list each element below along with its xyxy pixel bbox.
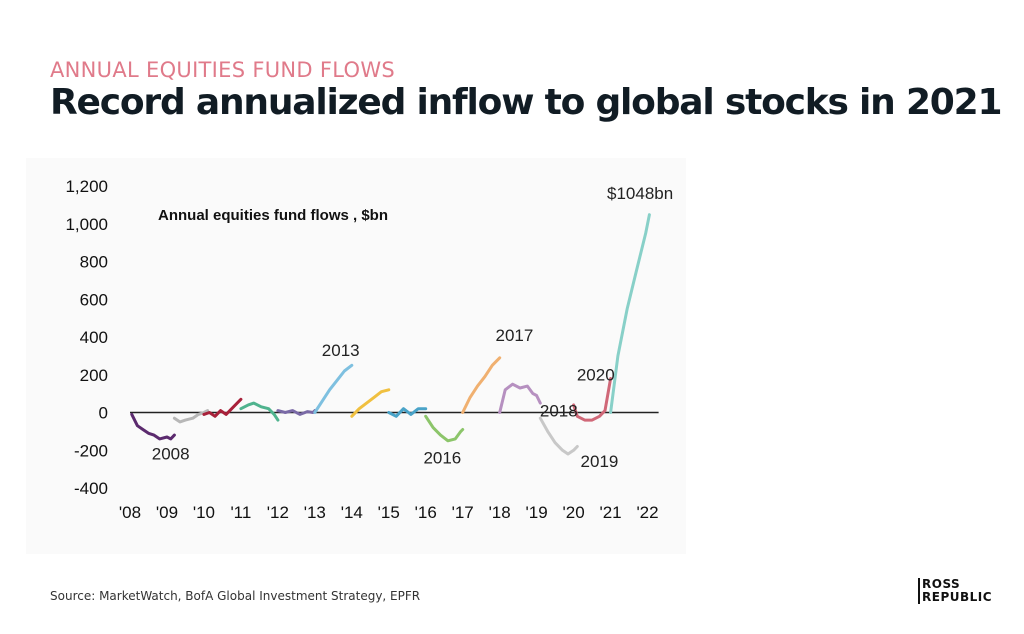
y-tick-label: -200: [74, 441, 108, 460]
series-line: [239, 401, 280, 422]
fund-flows-chart: 1,200 1,000 800 600 400 200 0 -200 -400 '08 '09 '10…: [65, 177, 673, 522]
x-tick-label: '15: [378, 503, 400, 522]
x-tick-label: '17: [452, 503, 474, 522]
annotation-label: 2013: [322, 341, 360, 360]
series-line: [424, 414, 465, 443]
x-tick-label: '12: [267, 503, 289, 522]
x-tick-label: '16: [415, 503, 437, 522]
y-tick-label: 1,200: [65, 177, 108, 196]
brand-logo: ROSS REPUBLIC: [918, 578, 992, 604]
series-line: [130, 412, 176, 441]
y-tick-label: 800: [80, 253, 108, 272]
series-line: [538, 416, 579, 456]
x-tick-label: '13: [304, 503, 326, 522]
annotation-label: 2008: [152, 445, 190, 464]
x-tick-label: '08: [119, 503, 141, 522]
y-tick-label: -400: [74, 479, 108, 498]
x-tick-label: '21: [599, 503, 621, 522]
x-tick-label: '18: [489, 503, 511, 522]
series-line: [461, 356, 502, 414]
brand-line-1: ROSS: [922, 577, 961, 591]
series-line: [276, 409, 317, 416]
annotation-label: 2018: [540, 401, 578, 420]
series-line: [350, 388, 391, 418]
y-tick-label: 0: [99, 404, 108, 423]
brand-line-2: REPUBLIC: [922, 590, 993, 604]
x-tick-label: '11: [230, 503, 251, 522]
series-line: [387, 407, 428, 418]
annotation-label: 2019: [581, 452, 619, 471]
chart-title: Annual equities fund flows , $bn: [158, 207, 388, 224]
series-line: [202, 397, 243, 418]
x-tick-label: '20: [563, 503, 585, 522]
x-tick-label: '09: [156, 503, 178, 522]
source-note: Source: MarketWatch, BofA Global Investm…: [50, 589, 421, 603]
annotation-label: 2016: [423, 448, 461, 467]
y-tick-label: 400: [80, 328, 108, 347]
x-tick-label: '19: [526, 503, 548, 522]
chart-headline: Record annualized inflow to global stock…: [50, 82, 1003, 123]
x-tick-label: '10: [193, 503, 215, 522]
series-line: [498, 382, 542, 414]
annotation-label: 2020: [577, 365, 615, 384]
y-tick-label: 600: [80, 290, 108, 309]
chart-kicker: ANNUAL EQUITIES FUND FLOWS: [50, 58, 396, 82]
annotation-label: 2017: [496, 326, 534, 345]
series-line: [313, 363, 354, 414]
y-tick-label: 1,000: [65, 215, 108, 234]
series-line: [572, 377, 613, 422]
series-line: [172, 409, 210, 424]
series-line: [609, 213, 651, 414]
y-tick-label: 200: [80, 366, 108, 385]
x-tick-label: '22: [636, 503, 658, 522]
annotation-label: $1048bn: [607, 184, 673, 203]
chart-panel: 1,200 1,000 800 600 400 200 0 -200 -400 '08 '09 '10…: [26, 158, 686, 554]
x-tick-label: '14: [341, 503, 363, 522]
